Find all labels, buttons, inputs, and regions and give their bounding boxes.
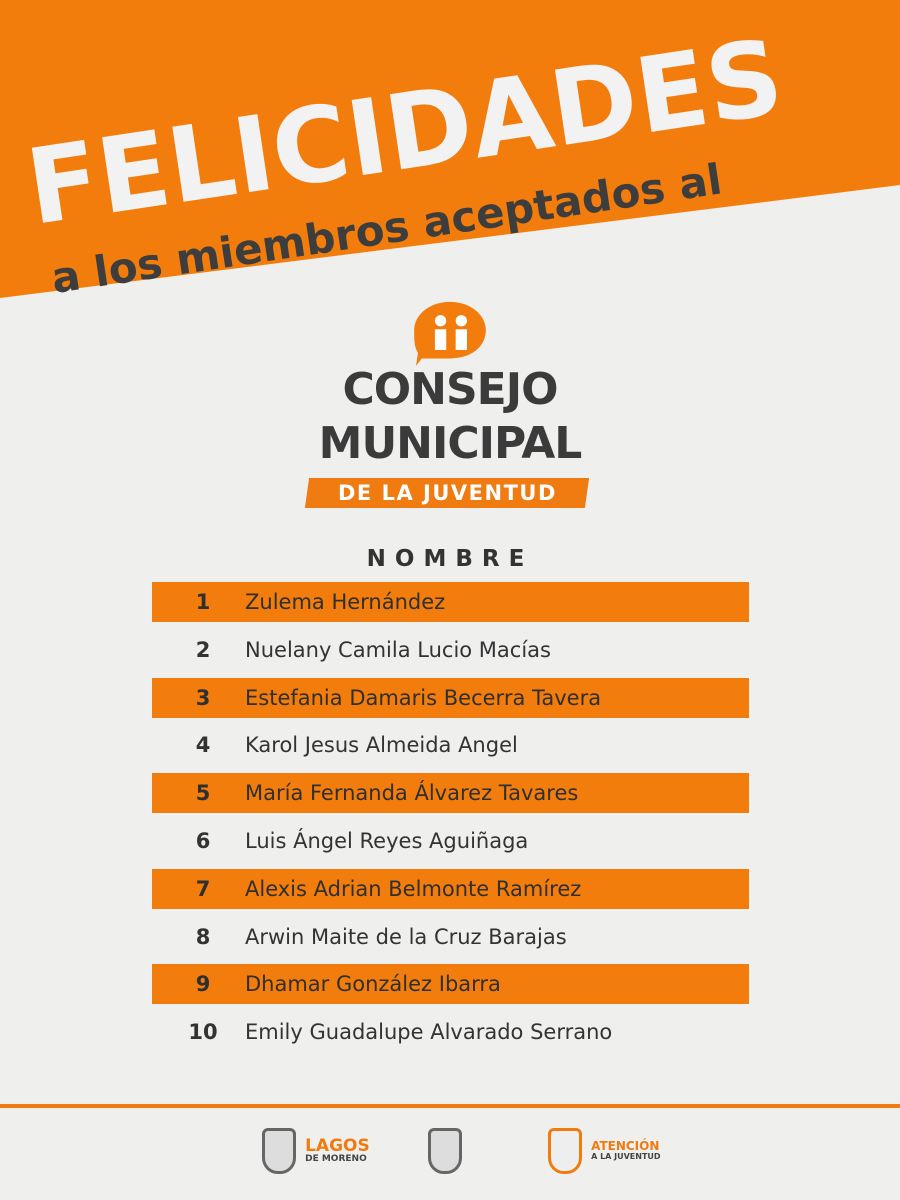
logo3-text-2: A LA JUVENTUD <box>591 1152 661 1162</box>
member-name: Karol Jesus Almeida Angel <box>245 733 518 758</box>
table-row: 7 Alexis Adrian Belmonte Ramírez <box>152 868 749 909</box>
row-number: 8 <box>195 924 211 949</box>
logo3-text-1: ATENCIÓN <box>591 1139 660 1153</box>
row-number: 9 <box>195 972 211 997</box>
row-number: 10 <box>188 1020 218 1045</box>
footer-divider <box>0 1104 900 1108</box>
table-row: 8 Arwin Maite de la Cruz Barajas <box>152 917 749 957</box>
table-row: 1 Zulema Hernández <box>152 582 749 622</box>
logo-de-la-juventud: DE LA JUVENTUD <box>337 481 557 505</box>
row-number: 2 <box>195 637 211 662</box>
crest-icon <box>428 1128 462 1174</box>
table-row: 3 Estefania Damaris Becerra Tavera <box>152 677 749 718</box>
table-row: 9 Dhamar González Ibarra <box>152 964 749 1005</box>
member-name: Nuelany Camila Lucio Macías <box>245 637 551 662</box>
table-row: 10 Emily Guadalupe Alvarado Serrano <box>152 1012 749 1052</box>
crest-icon <box>548 1128 582 1174</box>
logo-consejo: CONSEJO <box>342 364 558 415</box>
row-number: 7 <box>195 876 211 901</box>
row-number: 4 <box>195 733 211 758</box>
municipal-crest-logo <box>428 1128 462 1180</box>
member-name: Dhamar González Ibarra <box>245 972 501 997</box>
atencion-juventud-logo: ATENCIÓN A LA JUVENTUD <box>548 1128 661 1180</box>
member-name: Luis Ángel Reyes Aguiñaga <box>245 828 529 853</box>
column-header-nombre: NOMBRE <box>366 546 534 572</box>
table-row: 4 Karol Jesus Almeida Angel <box>152 725 749 765</box>
member-name: Emily Guadalupe Alvarado Serrano <box>245 1020 613 1045</box>
table-row: 6 Luis Ángel Reyes Aguiñaga <box>152 821 749 861</box>
consejo-logo-bubble-icon <box>414 301 486 366</box>
table-row: 2 Nuelany Camila Lucio Macías <box>152 630 749 670</box>
table-row: 5 María Fernanda Álvarez Tavares <box>152 773 749 814</box>
logo-de-la-juventud-banner: DE LA JUVENTUD <box>304 478 590 508</box>
orange-header-band <box>0 0 900 298</box>
member-name: María Fernanda Álvarez Tavares <box>245 781 579 806</box>
member-name: Arwin Maite de la Cruz Barajas <box>245 924 567 949</box>
lagos-de-moreno-logo: LAGOS DE MORENO <box>262 1128 370 1180</box>
members-list: 1 Zulema Hernández 2 Nuelany Camila Lucio M… <box>152 582 749 1060</box>
row-number: 1 <box>195 590 211 614</box>
logo1-text-2: DE MORENO <box>305 1154 367 1165</box>
member-name: Alexis Adrian Belmonte Ramírez <box>245 876 582 901</box>
row-number: 3 <box>195 685 211 710</box>
crest-icon <box>262 1128 296 1174</box>
row-number: 6 <box>195 828 211 853</box>
logo-municipal: MUNICIPAL <box>318 418 583 469</box>
row-number: 5 <box>195 781 211 806</box>
member-name: Zulema Hernández <box>245 590 446 614</box>
logo1-text-1: LAGOS <box>305 1135 370 1156</box>
member-name: Estefania Damaris Becerra Tavera <box>245 685 602 710</box>
